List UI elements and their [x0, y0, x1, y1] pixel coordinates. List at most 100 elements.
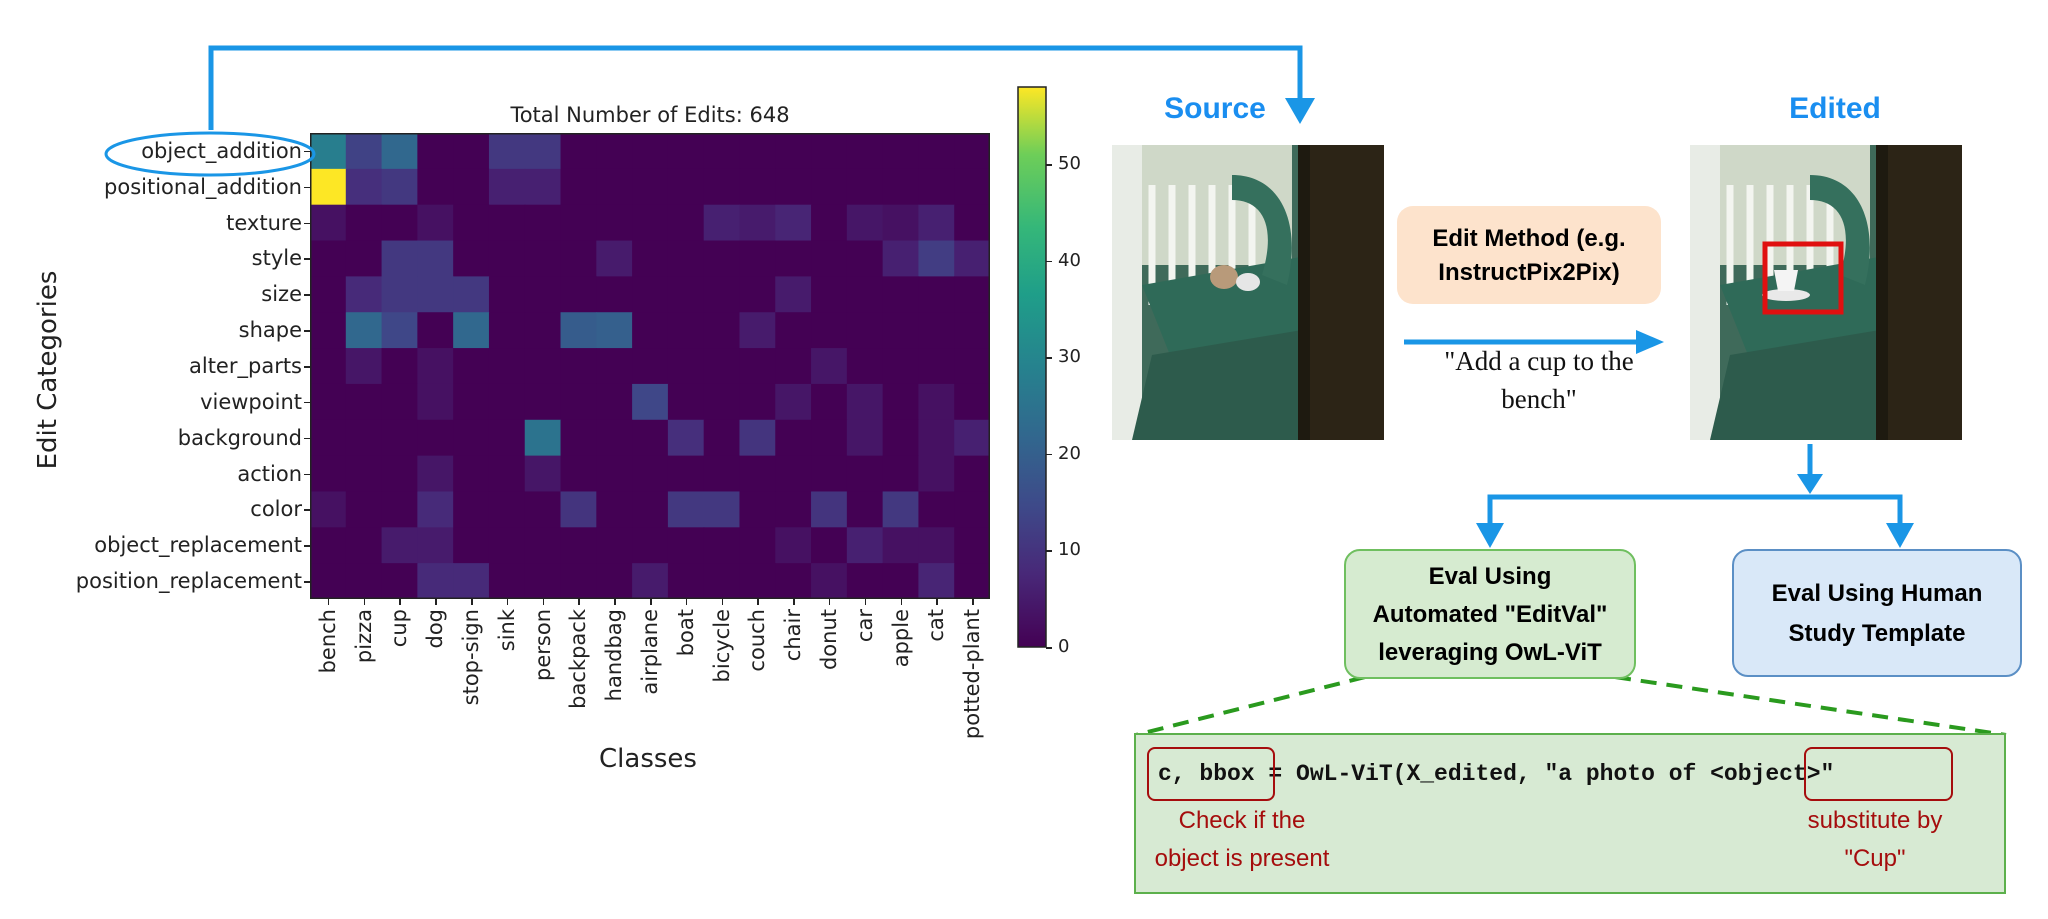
row-label: texture	[226, 210, 302, 235]
heatmap-cell	[882, 383, 920, 421]
heatmap-cell	[667, 133, 705, 170]
heatmap-cell	[846, 563, 884, 599]
heatmap-cell	[345, 563, 383, 599]
heatmap-cell	[632, 455, 669, 493]
heatmap-cell	[667, 240, 705, 277]
column-tick	[399, 599, 401, 605]
heatmap-cell	[667, 168, 705, 206]
heatmap-cell	[345, 168, 383, 206]
heatmap-cell	[632, 240, 669, 277]
code-output-vars: c, bbox	[1158, 761, 1255, 787]
heatmap-cell	[345, 312, 383, 349]
heatmap-cell	[453, 527, 490, 564]
row-label: position_replacement	[75, 569, 302, 594]
colorbar-tick	[1046, 550, 1052, 552]
heatmap-cell	[560, 419, 597, 457]
column-tick	[900, 599, 903, 605]
heatmap-cell	[310, 563, 347, 599]
heatmap-grid	[310, 133, 990, 599]
row-tick	[304, 222, 310, 225]
heatmap-cell	[846, 133, 884, 170]
heatmap-cell	[310, 491, 347, 528]
heatmap-cell	[524, 348, 562, 385]
heatmap-cell	[846, 383, 884, 421]
heatmap-cell	[918, 204, 955, 242]
heatmap-cell	[918, 312, 955, 349]
human-eval-line1: Eval Using Human	[1771, 580, 1983, 607]
heatmap-cell	[560, 527, 597, 564]
row-tick	[304, 473, 310, 476]
heatmap-cell	[882, 312, 920, 349]
heatmap-cell	[453, 563, 490, 599]
heatmap-cell	[811, 527, 848, 564]
heatmap-cell	[596, 312, 633, 349]
column-tick	[471, 599, 473, 605]
heatmap-column-labels: bench pizza cup dog stop-sign sink person backp…	[0, 0, 984, 739]
row-tick	[304, 150, 310, 153]
heatmap-cell	[811, 383, 848, 421]
heatmap-cell	[739, 419, 776, 457]
heatmap-cell	[954, 204, 990, 242]
heatmap-cell	[560, 204, 597, 242]
note-check-object-line2: object is present	[1154, 845, 1330, 872]
heatmap-cell	[739, 204, 776, 242]
row-label: size	[261, 282, 302, 307]
heatmap-cell	[632, 563, 669, 599]
heatmap-cell	[703, 527, 741, 564]
column-tick	[578, 599, 580, 605]
heatmap-cell	[954, 240, 990, 277]
heatmap-cell	[310, 240, 347, 277]
automated-eval-line2: Automated "EditVal"	[1372, 601, 1608, 628]
heatmap-cell	[918, 563, 955, 599]
heatmap-cell	[560, 563, 597, 599]
heatmap-cell	[703, 419, 741, 457]
heatmap-cell	[667, 419, 705, 457]
heatmap-cell	[596, 419, 633, 457]
note-substitute-line1: substitute by	[1807, 807, 1943, 834]
heatmap-cell	[882, 348, 920, 385]
heatmap-cell	[310, 312, 347, 349]
heatmap-cell	[524, 491, 562, 528]
heatmap-cell	[310, 383, 347, 421]
heatmap-cell	[882, 168, 920, 206]
heatmap-cell	[453, 491, 490, 528]
column-tick	[793, 599, 795, 605]
heatmap-cell	[417, 312, 454, 349]
heatmap-cell	[703, 312, 741, 349]
heatmap-cell	[775, 240, 812, 277]
heatmap-cell	[453, 312, 490, 349]
heatmap-cell	[345, 527, 383, 564]
heatmap-cell	[310, 168, 347, 206]
column-tick	[936, 599, 938, 605]
heatmap-cell	[882, 563, 920, 599]
row-label: object_addition	[141, 138, 302, 163]
heatmap-cell	[882, 491, 920, 528]
heatmap-cell	[345, 204, 383, 242]
heatmap-cell	[417, 276, 454, 313]
heatmap-cell	[703, 563, 741, 599]
code-output-vars-box	[1147, 747, 1275, 801]
heatmap-cell	[882, 276, 920, 313]
heatmap-cell	[954, 383, 990, 421]
heatmap-cell	[846, 491, 884, 528]
heatmap-cell	[345, 455, 383, 493]
automated-eval-line1: Eval Using	[1428, 563, 1552, 590]
heatmap-cell	[524, 527, 562, 564]
heatmap-cell	[954, 133, 990, 170]
heatmap-row-labels: object_addition positional_addition textur…	[0, 0, 310, 919]
row-tick	[304, 330, 310, 332]
heatmap-cell	[918, 240, 955, 277]
colorbar-tick-label: 10	[1058, 539, 1081, 561]
heatmap-cell	[310, 276, 347, 313]
heatmap-cell	[882, 240, 920, 277]
heatmap-cell	[846, 168, 884, 206]
column-tick	[435, 599, 437, 605]
heatmap-cell	[775, 455, 812, 493]
automated-eval-box	[1344, 549, 1636, 679]
heatmap-cell	[739, 455, 776, 493]
heatmap-cell	[596, 383, 633, 421]
heatmap-cell	[417, 204, 454, 242]
note-check-object: Check if the object is present	[1132, 802, 1352, 878]
heatmap-cell	[632, 276, 669, 313]
column-tick	[757, 599, 759, 605]
